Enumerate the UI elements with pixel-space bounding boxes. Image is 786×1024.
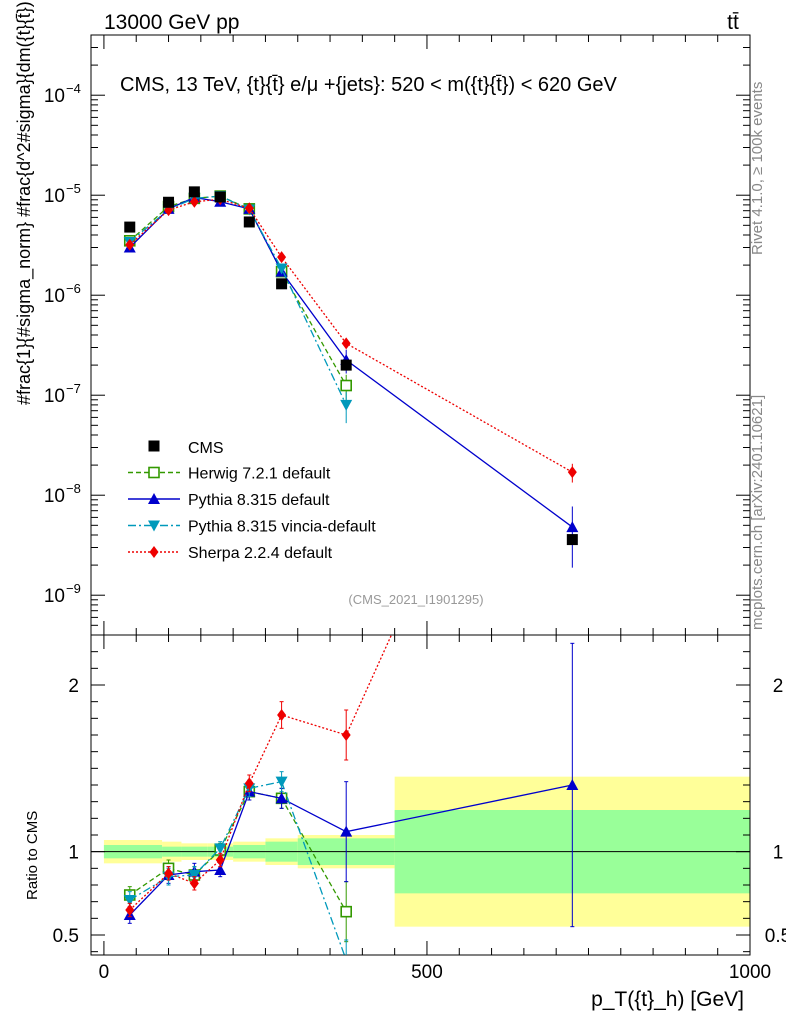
pythia-8-315-default-ratio-point [566, 779, 579, 790]
legend-marker [148, 520, 160, 532]
legend-label: CMS [188, 440, 224, 457]
legend-cms-marker [148, 440, 160, 452]
ratio-tick-label: 1 [68, 843, 79, 864]
sherpa-2-2-4-default-point [189, 195, 199, 208]
legend-marker [149, 546, 159, 558]
y-tick-label: 10 [44, 186, 65, 207]
y-tick-label: 10 [44, 486, 65, 507]
ratio-tick-label: 2 [68, 676, 79, 697]
y-tick-exponent: −9 [66, 581, 81, 596]
ratio-tick-label-right: 0.5 [765, 926, 786, 947]
cms-data-point [276, 278, 288, 290]
pythia-8-315-default-ratio-point [340, 825, 353, 837]
y-tick-label: 10 [44, 586, 65, 607]
legend-marker [148, 493, 160, 504]
y-tick-exponent: −8 [66, 481, 81, 496]
sherpa-2-2-4-default-point [125, 238, 135, 251]
x-tick-label: 500 [411, 962, 443, 983]
sherpa-2-2-4-default-point [567, 466, 577, 479]
process-label: 13000 GeV pp [104, 11, 239, 34]
pythia-8-315-vincia-default-ratio-point [123, 895, 136, 906]
sherpa-2-2-4-default-ratio-point [164, 867, 174, 880]
source-label: mcplots.cern.ch [arXiv:2401.10621] [749, 395, 766, 630]
sherpa-2-2-4-default-ratio-point [341, 729, 351, 741]
cms-data-point [566, 534, 578, 546]
herwig-7-2-1-default-line [129, 195, 347, 386]
y-tick-exponent: −4 [66, 81, 81, 96]
y-tick-label: 10 [44, 386, 65, 407]
chart-title: CMS, 13 TeV, {t}{t̄} e/μ +{jets}: 520 < … [120, 74, 618, 96]
sherpa-2-2-4-default-ratio-point [568, 229, 577, 241]
y-tick-label: 10 [44, 286, 65, 307]
pythia-8-315-vincia-default-ratio-point [340, 955, 352, 966]
sherpa-2-2-4-default-point [244, 202, 254, 215]
pythia-8-315-vincia-default-point [340, 399, 353, 411]
pythia-8-315-vincia-default-ratio-point [214, 843, 227, 855]
x-tick-label: 0 [99, 962, 110, 983]
cms-data-point [340, 359, 352, 371]
sherpa-2-2-4-default-ratio-point [189, 877, 199, 890]
channel-label: tt̄ [727, 11, 739, 34]
y-tick-exponent: −6 [66, 281, 81, 296]
sherpa-2-2-4-default-line [129, 198, 573, 473]
y-tick-exponent: −5 [66, 181, 81, 196]
cms-data-point [163, 196, 175, 208]
pythia-8-315-vincia-default-ratio-point [275, 776, 288, 788]
rivet-version-label: Rivet 4.1.0, ≥ 100k events [749, 82, 766, 255]
legend-marker [148, 466, 160, 479]
legend-label: Pythia 8.315 vincia-default [188, 519, 376, 536]
analysis-reference: (CMS_2021_I1901295) [348, 592, 483, 607]
herwig-7-2-1-default-point [340, 379, 353, 392]
y-tick-label: 10 [44, 86, 65, 107]
ratio-tick-label: 0.5 [53, 926, 79, 947]
pythia-8-315-vincia-default-ratio-line [129, 780, 346, 955]
legend-label: Herwig 7.2.1 default [188, 466, 331, 483]
pythia-8-315-vincia-default-point [275, 263, 288, 275]
ratio-tick-label-right: 1 [773, 843, 784, 864]
legend-label: Pythia 8.315 default [188, 492, 330, 509]
pythia-8-315-default-point [566, 521, 579, 533]
ratio-axis-label: Ratio to CMS [24, 811, 41, 900]
legend: CMS Herwig 7.2.1 default Pythia 8.315 defa… [128, 440, 376, 562]
cms-data-point [188, 186, 200, 198]
cms-data-point [243, 216, 255, 228]
sherpa-2-2-4-default-point [341, 337, 351, 350]
ratio-tick-label-right: 2 [773, 676, 784, 697]
y-axis-label: #frac{1}{#sigma_norm} #frac{d^2#sigma}{d… [14, 0, 35, 405]
cms-data-point [124, 221, 136, 233]
y-tick-exponent: −7 [66, 381, 81, 396]
ratio-plot-frame [90, 634, 751, 956]
legend-label: Sherpa 2.2.4 default [188, 545, 333, 562]
sherpa-2-2-4-default-ratio-point [277, 709, 287, 721]
herwig-7-2-1-default-ratio-point [340, 905, 353, 918]
ratio-plot-series [123, 229, 579, 966]
cms-data-point [214, 191, 226, 203]
x-tick-label: 1000 [729, 962, 771, 983]
sherpa-2-2-4-default-ratio-point [244, 777, 254, 790]
pythia-8-315-default-ratio-point [275, 792, 288, 804]
sherpa-2-2-4-default-point [277, 251, 287, 264]
sherpa-2-2-4-default-ratio-line [129, 635, 393, 911]
main-plot-series [123, 186, 579, 568]
sherpa-2-2-4-default-ratio-point [125, 904, 135, 916]
sherpa-2-2-4-default-ratio-point [215, 854, 225, 866]
pythia-8-315-vincia-default-ratio-point [188, 870, 201, 881]
x-axis-label: p_T({t}_h) [GeV] [591, 988, 744, 1011]
pythia-8-315-default-ratio-point [214, 864, 227, 875]
